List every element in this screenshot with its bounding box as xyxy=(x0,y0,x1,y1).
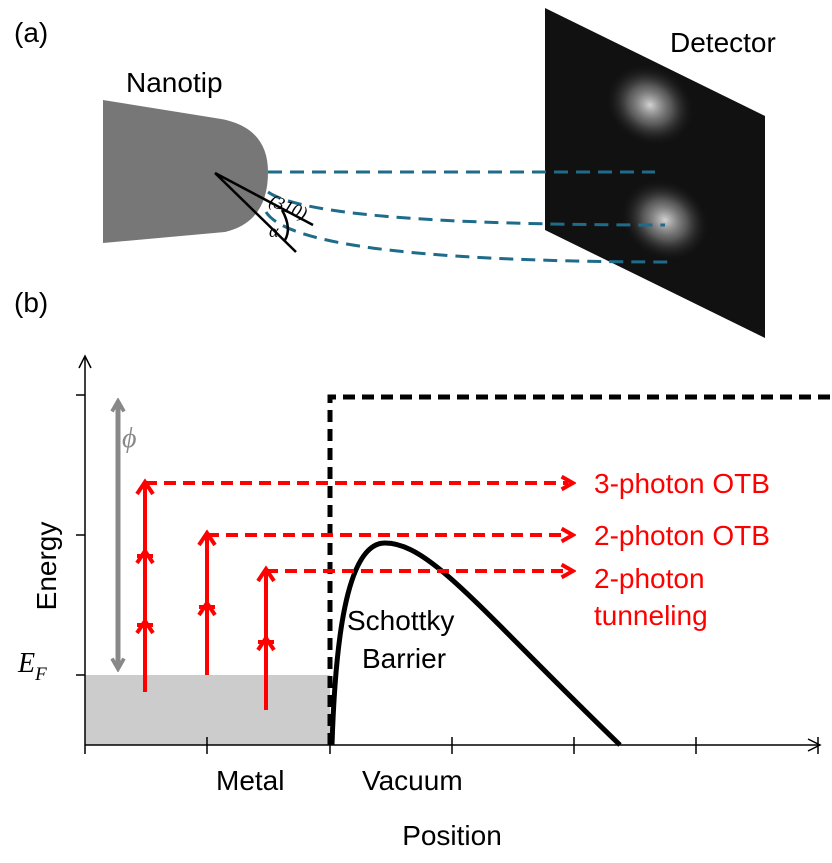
spot xyxy=(621,180,709,260)
panel-label: (b) xyxy=(14,287,48,318)
process-label: 2-photon xyxy=(594,563,705,594)
fermi-sub: F xyxy=(34,664,47,685)
phi-label: ϕ xyxy=(122,423,137,454)
fermi-label: EF xyxy=(17,648,47,685)
schottky-barrier xyxy=(329,540,622,747)
region-label: Metal xyxy=(216,765,284,796)
emission-paths xyxy=(145,483,568,571)
process-label: 3-photon OTB xyxy=(594,468,770,499)
metal-fill xyxy=(85,675,330,745)
vacuum-level xyxy=(327,394,832,745)
process-label: tunneling xyxy=(594,600,708,631)
trajectories xyxy=(264,170,676,264)
barrier-label: Schottky xyxy=(347,605,454,636)
region-label: Vacuum xyxy=(362,765,463,796)
angle-lines xyxy=(214,171,314,253)
panel-label: (a) xyxy=(14,17,48,48)
axes xyxy=(76,354,822,754)
process-label: 2-photon OTB xyxy=(594,520,770,551)
fermi-main: E xyxy=(17,648,35,679)
spot xyxy=(606,65,694,145)
y-axis-label: Energy xyxy=(31,522,62,611)
x-axis-label: Position xyxy=(402,820,502,851)
detector-label: Detector xyxy=(670,27,776,58)
angle-label: α xyxy=(269,221,279,241)
nanotip xyxy=(103,100,268,243)
tip-label: Nanotip xyxy=(126,67,223,98)
barrier-label: Barrier xyxy=(362,643,446,674)
